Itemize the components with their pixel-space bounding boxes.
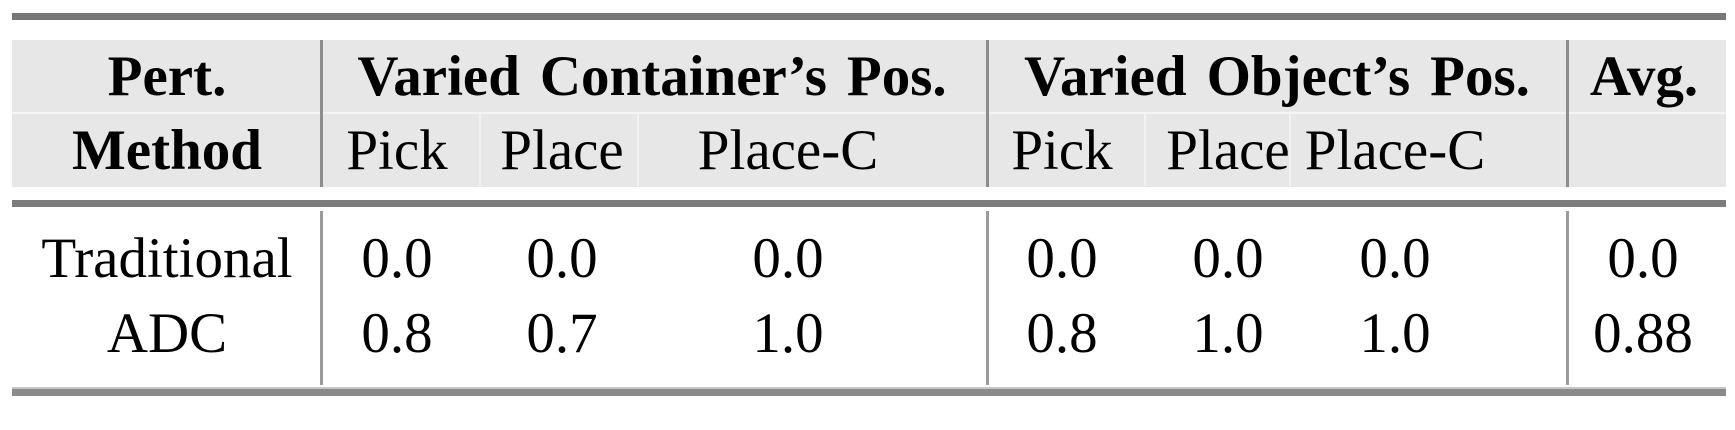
header-cell-varied-container: Varied Container’s Pos. bbox=[357, 45, 947, 108]
row-label-adc: ADC bbox=[106, 301, 228, 365]
table-header-rule bbox=[12, 200, 1726, 207]
cell-traditional-place-c-container: 0.0 bbox=[752, 226, 824, 290]
cell-traditional-pick-object: 0.0 bbox=[1026, 226, 1098, 290]
column-divider bbox=[320, 40, 323, 187]
cell-traditional-place-object: 0.0 bbox=[1192, 226, 1264, 290]
subheader-cell-place-c-object: Place-C bbox=[1304, 118, 1486, 182]
header-row-separator bbox=[12, 112, 1726, 114]
subheader-cell-place-container: Place bbox=[500, 118, 624, 182]
table-bottom-rule bbox=[12, 387, 1726, 396]
header-cell-varied-object: Varied Object’s Pos. bbox=[1024, 45, 1530, 108]
subheader-cell-pick-container: Pick bbox=[346, 118, 448, 182]
column-divider bbox=[320, 211, 323, 385]
header-cell-avg: Avg. bbox=[1589, 45, 1699, 108]
column-divider bbox=[1566, 211, 1569, 385]
column-divider bbox=[1566, 40, 1569, 187]
cell-traditional-place-c-object: 0.0 bbox=[1359, 226, 1431, 290]
cell-traditional-place-container: 0.0 bbox=[526, 226, 598, 290]
column-divider bbox=[986, 40, 989, 187]
row-label-traditional: Traditional bbox=[41, 226, 293, 290]
subcolumn-separator bbox=[1289, 114, 1291, 186]
subheader-cell-method: Method bbox=[72, 118, 262, 182]
cell-adc-pick-container: 0.8 bbox=[361, 301, 433, 365]
cell-traditional-avg: 0.0 bbox=[1607, 226, 1679, 290]
subcolumn-separator bbox=[637, 114, 639, 186]
subheader-cell-place-object: Place bbox=[1166, 118, 1290, 182]
cell-adc-place-object: 1.0 bbox=[1192, 301, 1264, 365]
cell-adc-place-c-container: 1.0 bbox=[752, 301, 824, 365]
subheader-cell-place-c-container: Place-C bbox=[697, 118, 879, 182]
cell-traditional-pick-container: 0.0 bbox=[361, 226, 433, 290]
cell-adc-pick-object: 0.8 bbox=[1026, 301, 1098, 365]
subcolumn-separator bbox=[1144, 114, 1146, 186]
table-top-rule bbox=[12, 13, 1726, 20]
column-divider bbox=[986, 211, 989, 385]
subheader-cell-pick-object: Pick bbox=[1011, 118, 1113, 182]
cell-adc-place-c-object: 1.0 bbox=[1359, 301, 1431, 365]
cell-adc-avg: 0.88 bbox=[1593, 301, 1693, 365]
cell-adc-place-container: 0.7 bbox=[526, 301, 598, 365]
header-cell-pert: Pert. bbox=[107, 45, 227, 108]
subcolumn-separator bbox=[479, 114, 481, 186]
